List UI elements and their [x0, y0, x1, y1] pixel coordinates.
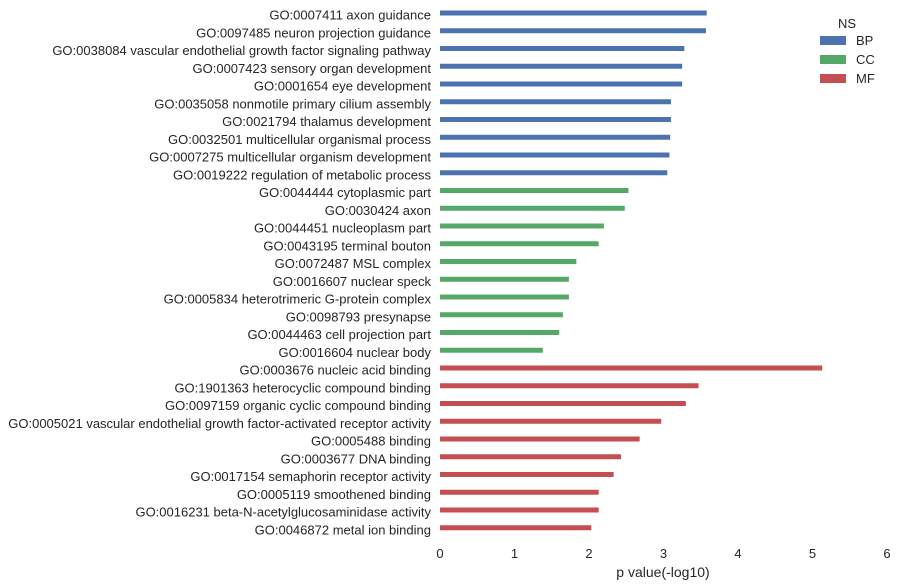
- legend: NS BP CC MF: [820, 16, 875, 86]
- x-tick-label: 4: [734, 546, 741, 561]
- bar-bp: [440, 134, 671, 140]
- bar-bp: [440, 46, 685, 51]
- category-label: GO:0046872 metal ion binding: [255, 522, 431, 537]
- x-axis-label: p value(-log10): [616, 564, 709, 580]
- category-label: GO:0016231 beta-N-acetylglucosaminidase …: [135, 505, 431, 520]
- x-axis: 0 1 2 3 4 5 6: [436, 546, 890, 561]
- category-label: GO:1901363 heterocyclic compound binding: [174, 380, 431, 395]
- category-label: GO:0019222 regulation of metabolic proce…: [173, 167, 431, 182]
- bar-bp: [440, 152, 670, 158]
- bar-mf: [440, 418, 662, 424]
- bar-bp: [440, 63, 683, 69]
- x-tick-label: 2: [585, 546, 592, 561]
- bar-layer: [440, 10, 823, 531]
- category-label: GO:0038084 vascular endothelial growth f…: [52, 43, 431, 58]
- bar-bp: [440, 81, 683, 87]
- category-label: GO:0003677 DNA binding: [281, 451, 431, 466]
- legend-entries: BP CC MF: [820, 33, 875, 86]
- legend-swatch-cc: [820, 55, 846, 64]
- bar-mf: [440, 436, 640, 442]
- category-label: GO:0043195 terminal bouton: [263, 238, 431, 253]
- category-label: GO:0007275 multicellular organism develo…: [149, 150, 431, 165]
- bar-cc: [440, 241, 599, 247]
- bar-mf: [440, 525, 592, 531]
- category-label: GO:0097485 neuron projection guidance: [196, 25, 431, 40]
- category-label: GO:0016607 nuclear speck: [273, 274, 432, 289]
- category-label: GO:0030424 axon: [325, 203, 431, 218]
- x-tick-label: 1: [511, 546, 518, 561]
- bar-cc: [440, 205, 625, 211]
- x-tick-label: 6: [883, 546, 890, 561]
- legend-label-cc: CC: [856, 52, 875, 67]
- bar-mf: [440, 454, 622, 460]
- bar-cc: [440, 259, 577, 264]
- category-label: GO:0005021 vascular endothelial growth f…: [8, 416, 431, 431]
- category-label: GO:0005834 heterotrimeric G-protein comp…: [164, 292, 432, 307]
- bar-cc: [440, 188, 629, 193]
- category-label: GO:0044451 nucleoplasm part: [254, 221, 431, 236]
- legend-label-bp: BP: [856, 33, 873, 48]
- category-label: GO:0098793 presynapse: [286, 309, 431, 324]
- bar-mf: [440, 489, 599, 495]
- category-label: GO:0005488 binding: [311, 434, 431, 449]
- bar-mf: [440, 365, 823, 371]
- x-tick-label: 0: [436, 546, 443, 561]
- bar-cc: [440, 223, 604, 229]
- category-labels: GO:0007411 axon guidance GO:0097485 neuro…: [8, 8, 431, 538]
- bar-mf: [440, 507, 599, 513]
- category-label: GO:0005119 smoothened binding: [237, 487, 431, 502]
- bar-bp: [440, 28, 706, 34]
- category-label: GO:0017154 semaphorin receptor activity: [190, 469, 431, 484]
- bar-bp: [440, 117, 671, 122]
- category-label: GO:0032501 multicellular organismal proc…: [168, 132, 432, 147]
- x-tick-label: 5: [809, 546, 816, 561]
- bar-mf: [440, 472, 614, 477]
- category-label: GO:0097159 organic cyclic compound bindi…: [165, 398, 431, 413]
- bar-mf: [440, 383, 699, 389]
- bar-mf: [440, 401, 686, 406]
- category-label: GO:0044463 cell projection part: [247, 327, 431, 342]
- bar-cc: [440, 312, 563, 318]
- legend-swatch-bp: [820, 36, 846, 45]
- category-label: GO:0035058 nonmotile primary cilium asse…: [154, 96, 431, 111]
- bar-cc: [440, 330, 560, 335]
- legend-label-mf: MF: [856, 71, 875, 86]
- category-label: GO:0001654 eye development: [254, 79, 431, 94]
- bar-cc: [440, 294, 569, 300]
- legend-swatch-mf: [820, 74, 846, 83]
- bar-bp: [440, 170, 668, 176]
- category-label: GO:0072487 MSL complex: [275, 256, 432, 271]
- bar-bp: [440, 99, 671, 105]
- x-tick-label: 3: [660, 546, 667, 561]
- legend-title: NS: [838, 16, 856, 31]
- category-label: GO:0003676 nucleic acid binding: [239, 363, 431, 378]
- category-label: GO:0044444 cytoplasmic part: [259, 185, 431, 200]
- bar-cc: [440, 347, 543, 353]
- category-label: GO:0016604 nuclear body: [279, 345, 432, 360]
- category-label: GO:0007423 sensory organ development: [193, 61, 432, 76]
- bar-bp: [440, 10, 707, 16]
- bar-cc: [440, 276, 569, 282]
- category-label: GO:0007411 axon guidance: [269, 8, 431, 23]
- category-label: GO:0021794 thalamus development: [222, 114, 431, 129]
